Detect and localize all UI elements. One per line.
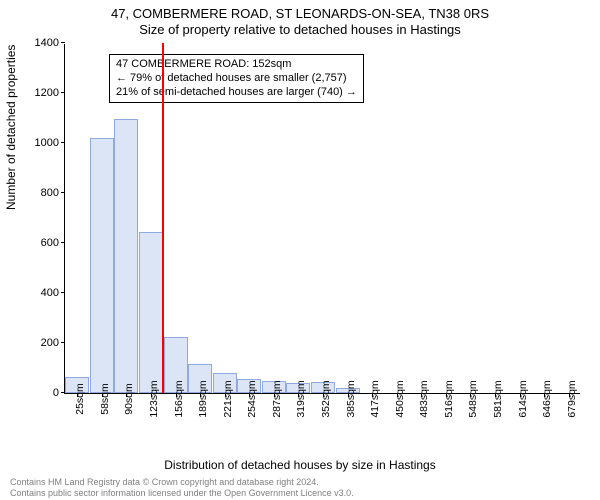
x-tick-label: 483sqm <box>418 380 430 417</box>
x-tick-label: 254sqm <box>246 380 258 417</box>
x-tick-mark <box>249 393 250 397</box>
x-tick-label: 516sqm <box>443 380 455 417</box>
y-tick-mark <box>61 142 65 143</box>
x-tick-label: 352sqm <box>320 380 332 417</box>
x-tick-label: 450sqm <box>394 380 406 417</box>
x-tick-label: 581sqm <box>492 380 504 417</box>
x-tick-mark <box>102 393 103 397</box>
y-tick-label: 1000 <box>35 137 59 149</box>
x-tick-label: 614sqm <box>517 380 529 417</box>
y-tick-label: 200 <box>41 337 59 349</box>
histogram-bar <box>90 138 114 393</box>
annotation-line-2: ← 79% of detached houses are smaller (2,… <box>116 72 357 86</box>
x-tick-mark <box>470 393 471 397</box>
y-tick-label: 1200 <box>35 87 59 99</box>
x-tick-mark <box>274 393 275 397</box>
x-tick-label: 679sqm <box>566 380 578 417</box>
x-tick-mark <box>77 393 78 397</box>
x-tick-mark <box>569 393 570 397</box>
y-tick-label: 600 <box>41 237 59 249</box>
x-tick-mark <box>348 393 349 397</box>
x-tick-label: 287sqm <box>271 380 283 417</box>
y-tick-mark <box>61 292 65 293</box>
footer-line-2: Contains public sector information licen… <box>10 488 354 498</box>
x-tick-mark <box>151 393 152 397</box>
x-tick-mark <box>126 393 127 397</box>
x-tick-mark <box>495 393 496 397</box>
x-tick-label: 319sqm <box>295 380 307 417</box>
x-tick-label: 221sqm <box>222 380 234 417</box>
x-tick-mark <box>421 393 422 397</box>
x-tick-mark <box>372 393 373 397</box>
x-tick-mark <box>200 393 201 397</box>
x-axis-label: Distribution of detached houses by size … <box>0 458 600 472</box>
y-tick-mark <box>61 242 65 243</box>
chart-title-sub: Size of property relative to detached ho… <box>0 21 600 37</box>
y-tick-label: 0 <box>53 387 59 399</box>
annotation-line-3: 21% of semi-detached houses are larger (… <box>116 86 357 100</box>
x-tick-mark <box>298 393 299 397</box>
x-tick-label: 417sqm <box>369 380 381 417</box>
histogram-bar <box>139 232 163 393</box>
x-tick-label: 58sqm <box>99 383 111 415</box>
property-marker-line <box>162 43 164 393</box>
x-tick-label: 189sqm <box>197 380 209 417</box>
x-tick-label: 123sqm <box>148 380 160 417</box>
footer-attribution: Contains HM Land Registry data © Crown c… <box>10 477 354 498</box>
chart-plot-area: 47 COMBERMERE ROAD: 152sqm ← 79% of deta… <box>64 44 580 394</box>
y-tick-mark <box>61 92 65 93</box>
x-tick-label: 548sqm <box>467 380 479 417</box>
chart-title-main: 47, COMBERMERE ROAD, ST LEONARDS-ON-SEA,… <box>0 0 600 21</box>
x-tick-mark <box>225 393 226 397</box>
annotation-box: 47 COMBERMERE ROAD: 152sqm ← 79% of deta… <box>109 54 364 103</box>
y-tick-label: 1400 <box>35 37 59 49</box>
x-tick-mark <box>520 393 521 397</box>
y-tick-mark <box>61 192 65 193</box>
x-tick-mark <box>446 393 447 397</box>
annotation-line-1: 47 COMBERMERE ROAD: 152sqm <box>116 58 357 72</box>
x-tick-label: 90sqm <box>123 383 135 415</box>
y-tick-label: 800 <box>41 187 59 199</box>
x-tick-mark <box>544 393 545 397</box>
y-tick-label: 400 <box>41 287 59 299</box>
histogram-bar <box>114 119 138 393</box>
y-tick-mark <box>61 342 65 343</box>
footer-line-1: Contains HM Land Registry data © Crown c… <box>10 477 354 487</box>
x-tick-label: 385sqm <box>345 380 357 417</box>
x-tick-mark <box>323 393 324 397</box>
x-tick-label: 25sqm <box>74 383 86 415</box>
y-axis-label: Number of detached properties <box>4 45 18 210</box>
x-tick-label: 156sqm <box>173 380 185 417</box>
x-tick-mark <box>176 393 177 397</box>
x-tick-label: 646sqm <box>541 380 553 417</box>
x-tick-mark <box>397 393 398 397</box>
y-tick-mark <box>61 42 65 43</box>
